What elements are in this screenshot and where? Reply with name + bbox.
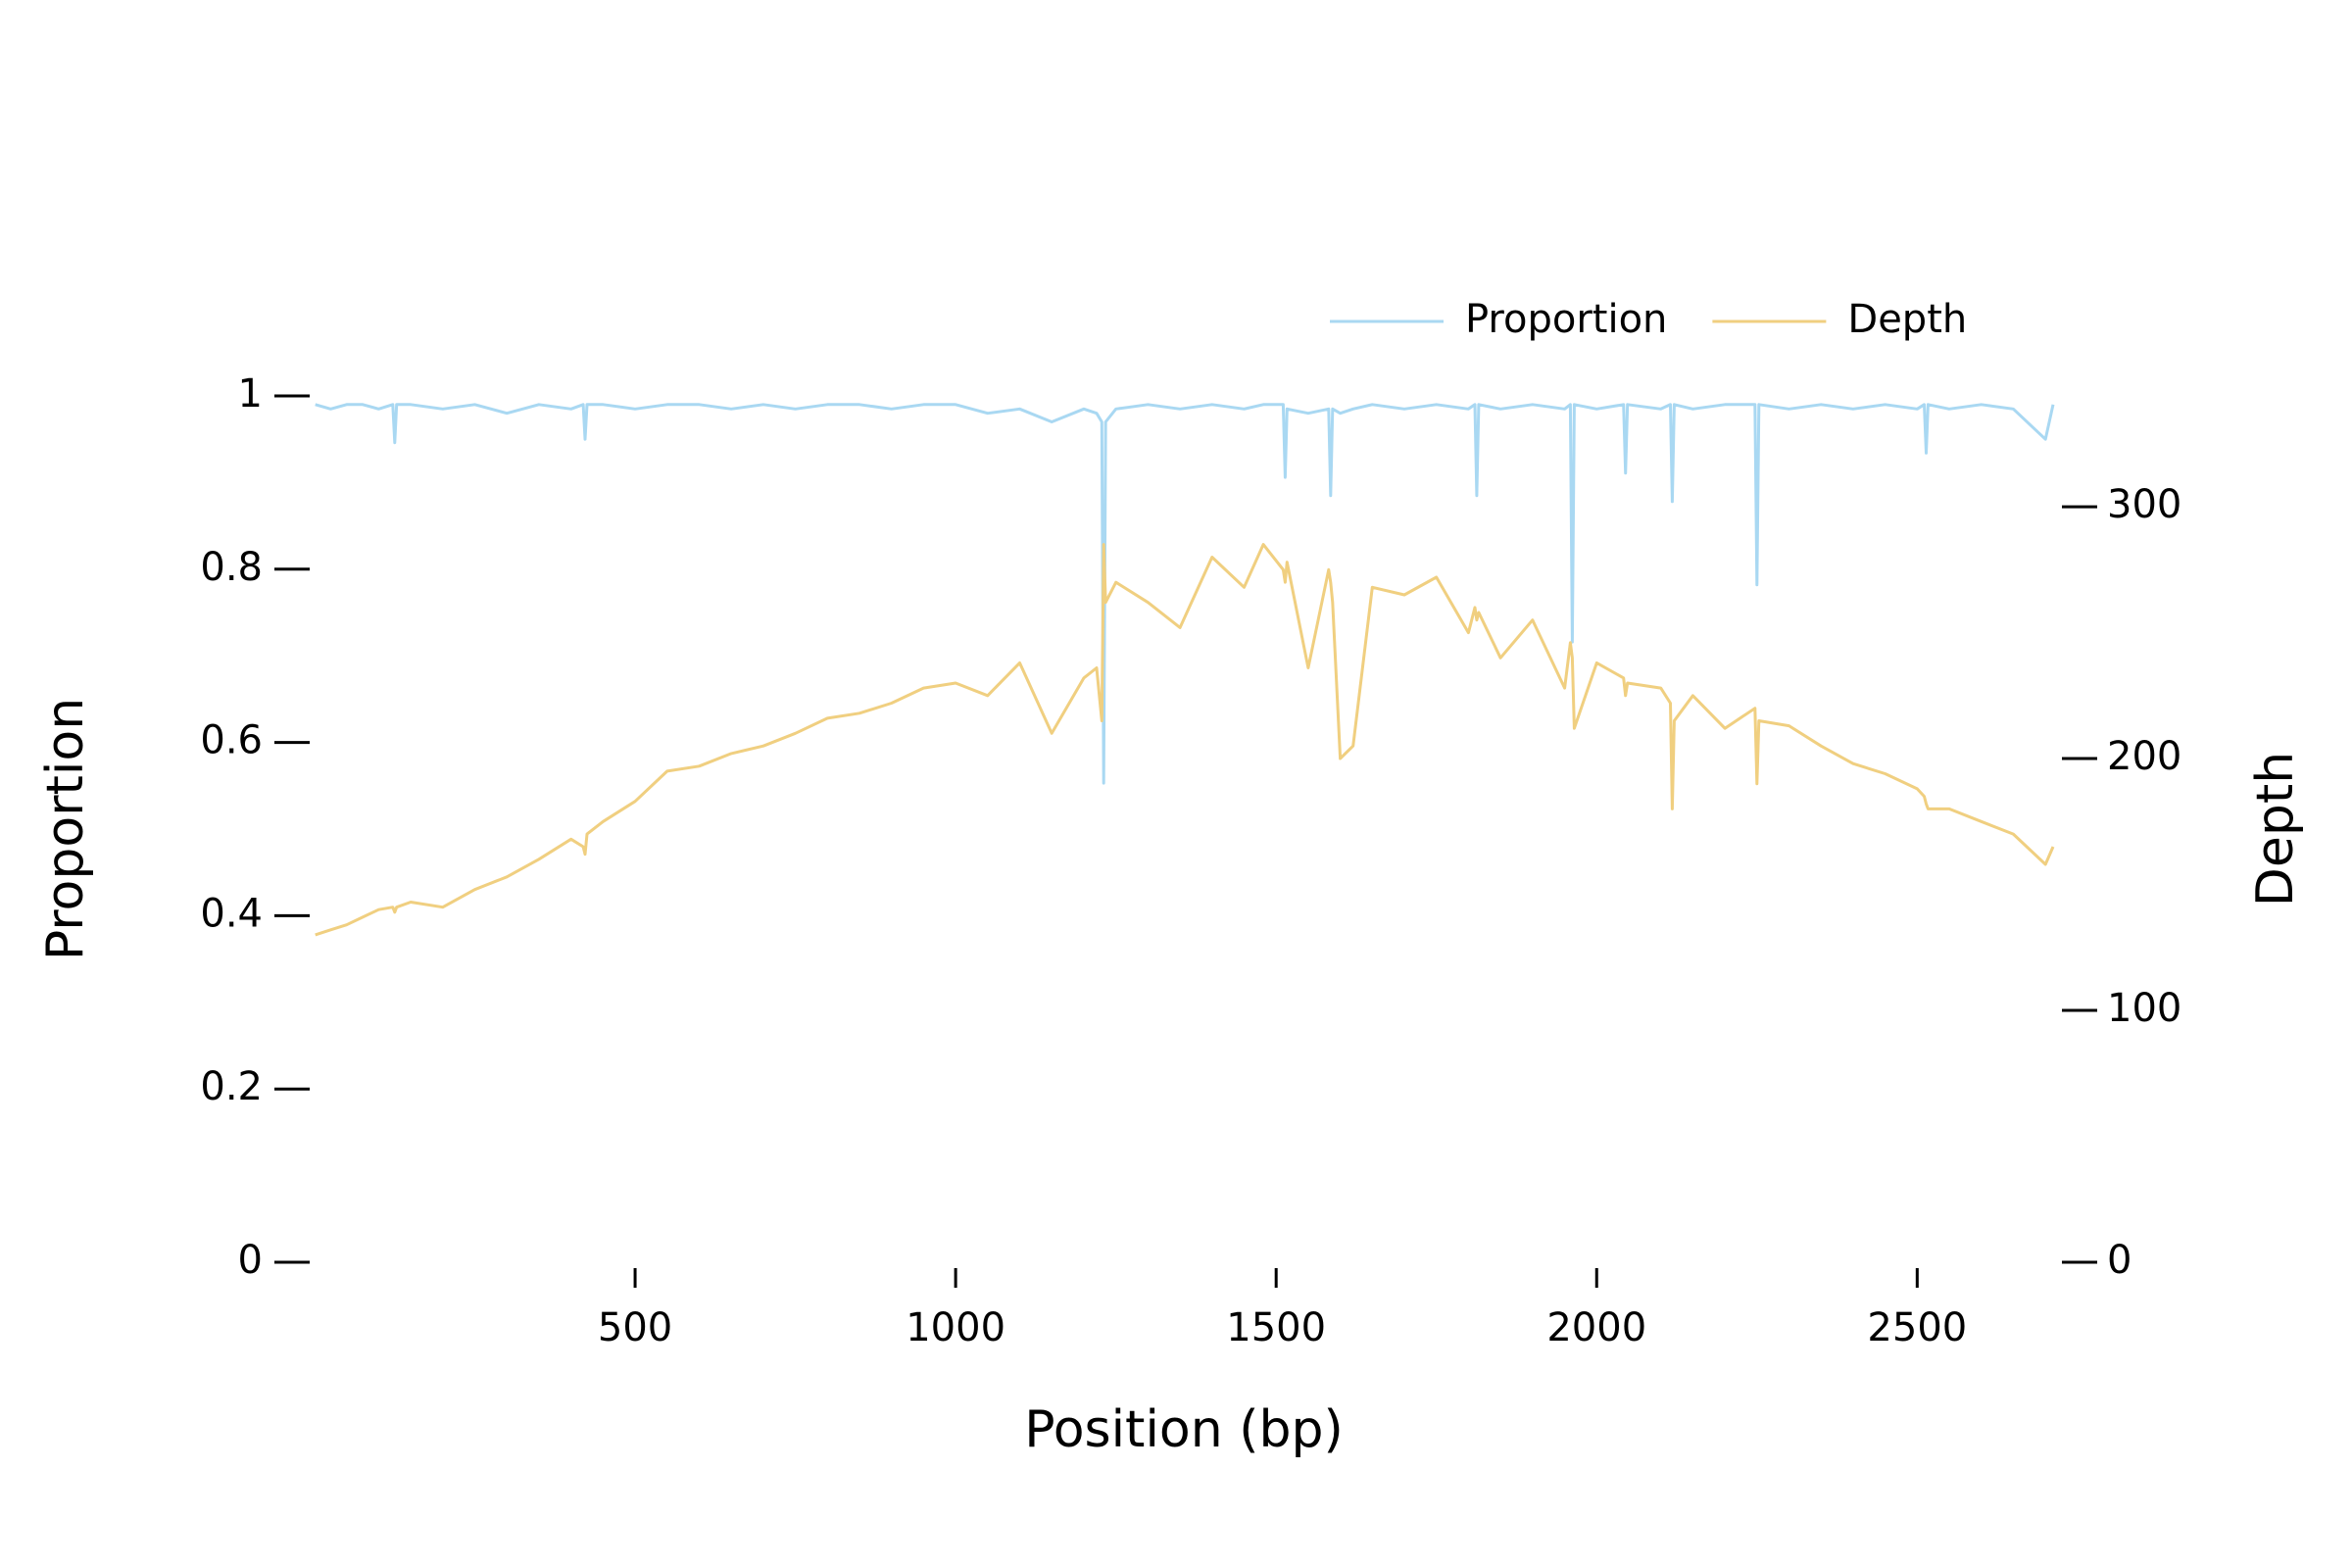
y2-axis-label: Depth <box>2246 752 2305 906</box>
x-axis-label: Position (bp) <box>1024 1400 1344 1459</box>
legend-label: Proportion <box>1465 297 1667 342</box>
y-tick-label: 0 <box>238 1238 263 1283</box>
x-tick-label: 1000 <box>906 1305 1005 1350</box>
x-tick-label: 2500 <box>1867 1305 1967 1350</box>
y-tick-label: 1 <box>238 371 263 416</box>
x-tick-label: 2000 <box>1546 1305 1646 1350</box>
y2-tick-label: 200 <box>2107 734 2181 779</box>
x-tick-label: 500 <box>598 1305 672 1350</box>
y2-tick-label: 0 <box>2107 1238 2132 1283</box>
x-tick-label: 1500 <box>1226 1305 1326 1350</box>
y-tick-label: 0.4 <box>200 891 263 936</box>
y-tick-label: 0.8 <box>200 545 263 590</box>
y-axis-label: Proportion <box>36 698 95 960</box>
series-line <box>315 543 2055 937</box>
y2-tick-label: 100 <box>2107 986 2181 1031</box>
legend-label: Depth <box>1847 297 1967 342</box>
series-line <box>315 403 2055 785</box>
y-tick-label: 0.2 <box>200 1064 263 1109</box>
y-tick-label: 0.6 <box>200 718 263 763</box>
y2-tick-label: 300 <box>2107 482 2181 527</box>
